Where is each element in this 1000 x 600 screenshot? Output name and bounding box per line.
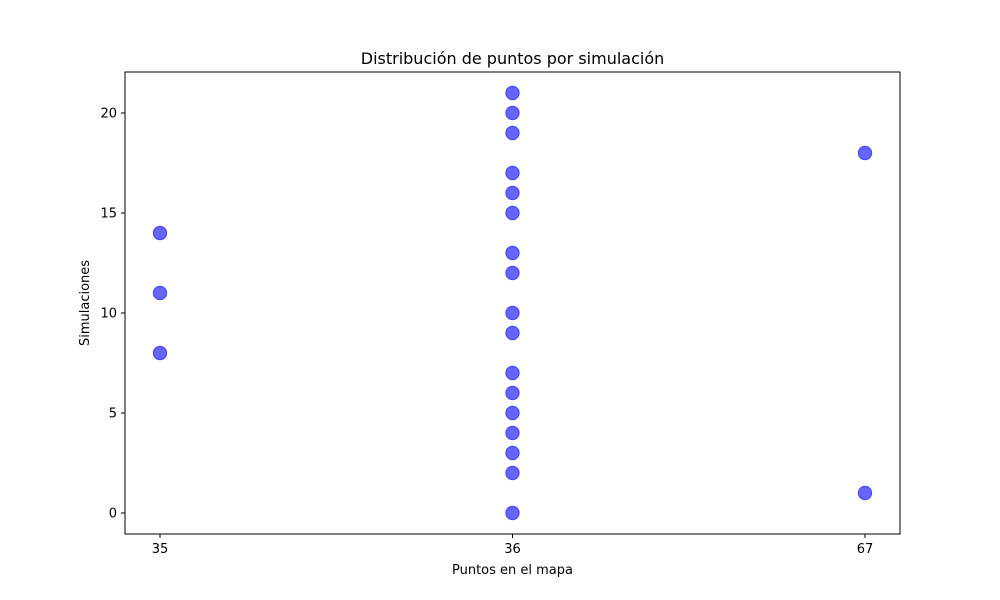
data-point bbox=[505, 365, 520, 381]
data-point bbox=[152, 285, 168, 301]
y-tick-label: 10 bbox=[100, 307, 117, 322]
y-tick-label: 15 bbox=[100, 207, 117, 222]
x-axis-ticks: 35 36 67 bbox=[152, 534, 874, 557]
data-point bbox=[152, 225, 168, 241]
data-point bbox=[505, 205, 520, 221]
y-axis-title: Simulaciones bbox=[78, 260, 93, 346]
data-point bbox=[505, 505, 520, 521]
data-point bbox=[857, 145, 873, 161]
data-point bbox=[505, 165, 520, 181]
plot-area-frame bbox=[124, 71, 901, 535]
data-point bbox=[505, 305, 520, 321]
data-point bbox=[505, 425, 520, 441]
data-point bbox=[505, 245, 520, 261]
data-point bbox=[505, 385, 520, 401]
y-tick-label: 5 bbox=[109, 407, 117, 422]
data-point bbox=[505, 105, 520, 121]
data-points bbox=[152, 85, 873, 521]
data-point bbox=[505, 85, 520, 101]
data-point bbox=[505, 265, 520, 281]
data-point bbox=[152, 345, 168, 361]
data-point bbox=[505, 445, 520, 461]
x-tick-label: 67 bbox=[857, 542, 874, 557]
data-point bbox=[505, 405, 520, 421]
chart-title: Distribución de puntos por simulación bbox=[361, 49, 665, 68]
y-axis-ticks: 0 5 10 15 20 bbox=[100, 107, 125, 522]
x-tick-label: 35 bbox=[152, 542, 169, 557]
data-point bbox=[505, 185, 520, 201]
data-point bbox=[505, 325, 520, 341]
y-tick-label: 0 bbox=[109, 507, 117, 522]
data-point bbox=[857, 485, 873, 501]
y-tick-label: 20 bbox=[100, 107, 117, 122]
data-point bbox=[505, 465, 520, 481]
x-tick-label: 36 bbox=[504, 542, 521, 557]
x-axis-title: Puntos en el mapa bbox=[452, 563, 573, 578]
data-point bbox=[505, 125, 520, 141]
